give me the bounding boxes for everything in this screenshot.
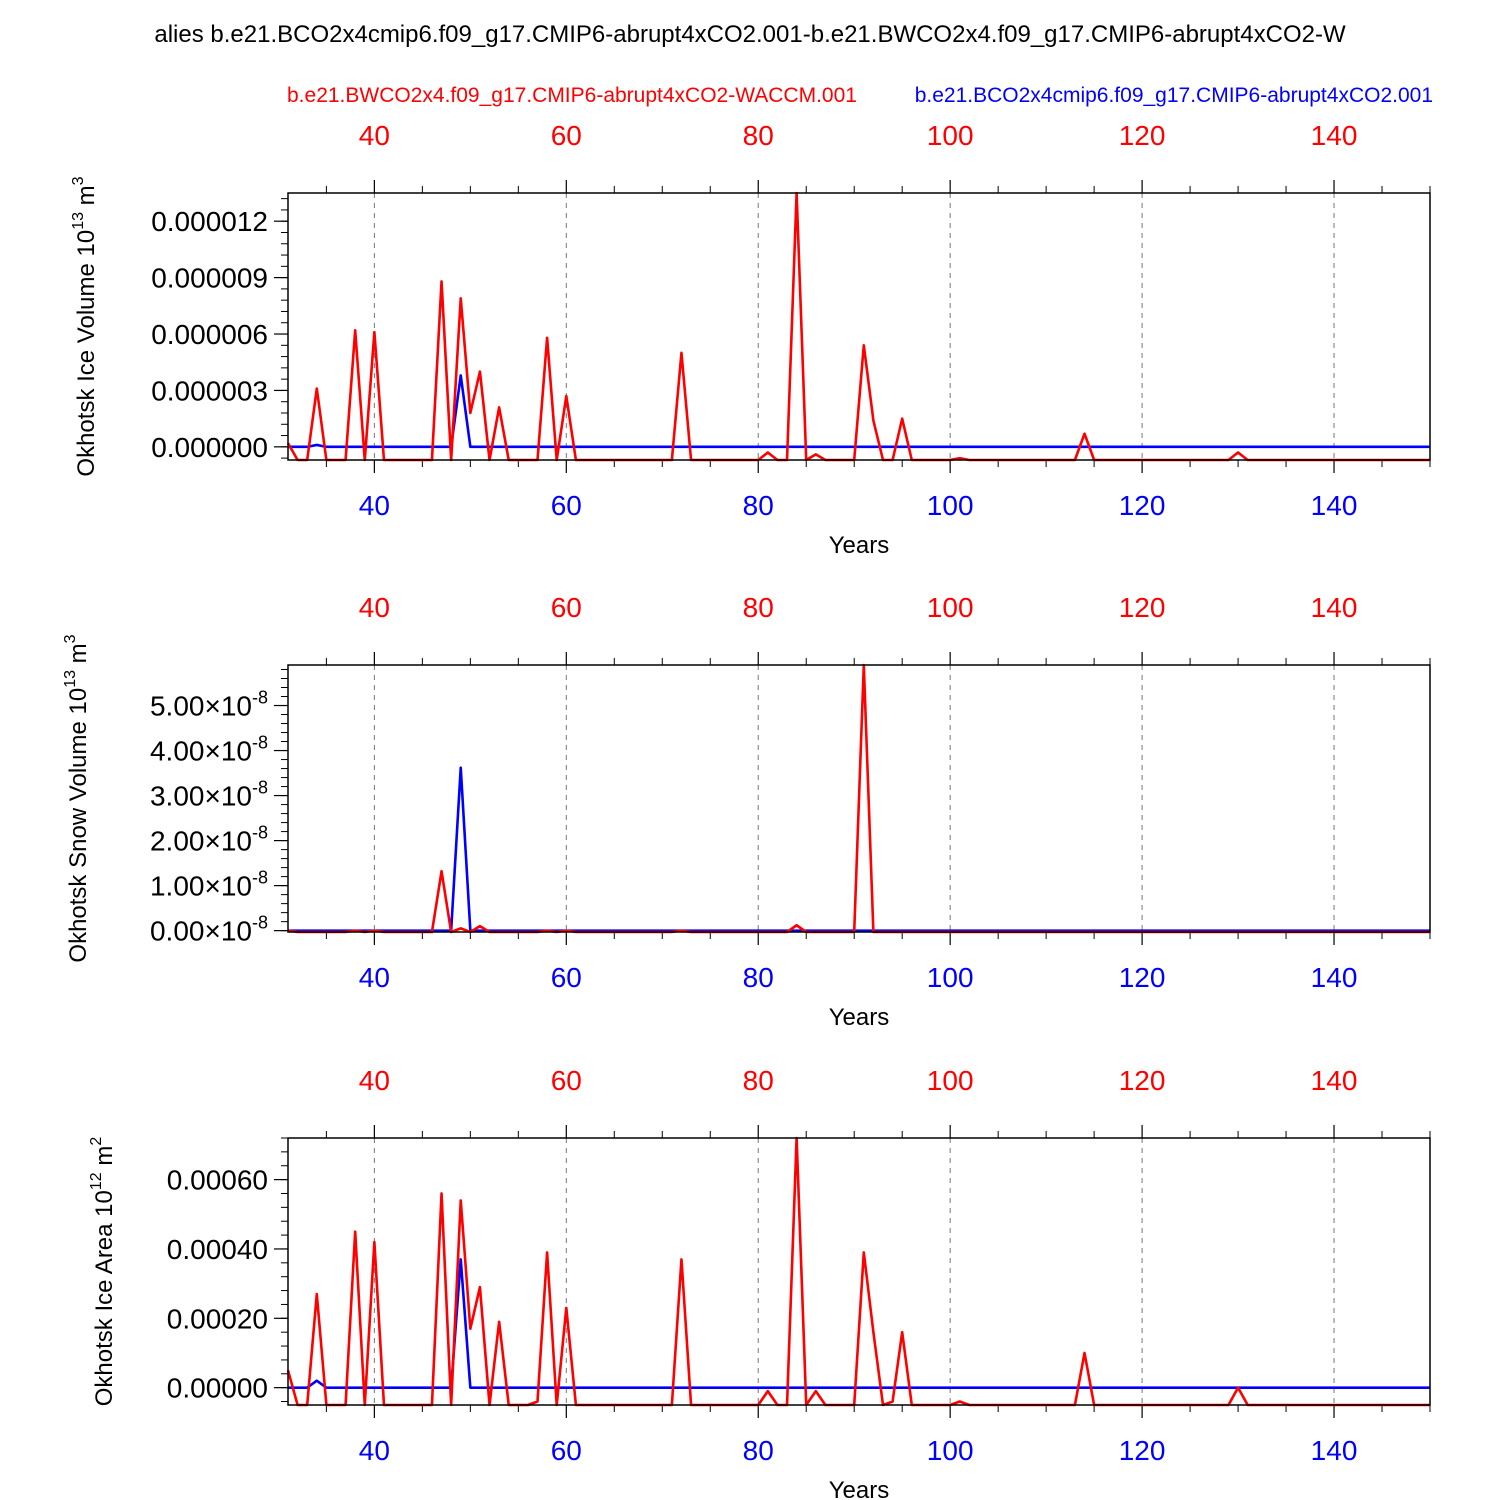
chart-panel-2: 40 40 60 60 80 80 100 100 120 120 140 140 0.00×10-8 1…: [62, 592, 1431, 1031]
series-line-blue: [288, 374, 1430, 449]
x-tick-label-top: 40: [359, 120, 390, 151]
plot-frame: [287, 1137, 1431, 1406]
series-line-blue: [288, 766, 1430, 932]
y-tick-label: 2.00×10-8: [150, 823, 268, 857]
y-axis-label: Okhotsk Snow Volume 1013 m3: [62, 634, 92, 962]
x-tick-label-bottom: 40: [359, 490, 390, 521]
x-tick-label-top: 120: [1119, 1065, 1166, 1096]
x-tick-label-top: 60: [551, 120, 582, 151]
y-tick-label: 0.00×10-8: [150, 913, 268, 947]
legend-blue-series: b.e21.BCO2x4cmip6.f09_g17.CMIP6-abrupt4x…: [915, 84, 1433, 107]
y-axis-label: Okhotsk Ice Volume 1013 m3: [70, 176, 100, 476]
series-line-red: [286, 1136, 1430, 1407]
x-tick-label-bottom: 140: [1311, 490, 1358, 521]
x-tick-label-bottom: 60: [551, 1435, 582, 1466]
x-tick-label-top: 40: [359, 592, 390, 623]
y-tick-label: 0.000009: [151, 263, 268, 294]
x-tick-label-bottom: 80: [743, 1435, 774, 1466]
series-line-red: [286, 191, 1430, 462]
x-tick-label-bottom: 100: [927, 962, 974, 993]
chart-panel-3: 40 40 60 60 80 80 100 100 120 120 140 140 0.00000 0.0…: [88, 1065, 1431, 1500]
x-tick-label-bottom: 140: [1311, 962, 1358, 993]
plot-frame: [287, 192, 1431, 461]
legend-red-series: b.e21.BWCO2x4.f09_g17.CMIP6-abrupt4xCO2-…: [287, 84, 857, 107]
x-tick-label-top: 140: [1311, 1065, 1358, 1096]
y-tick-label: 3.00×10-8: [150, 778, 268, 812]
x-axis-label: Years: [829, 1004, 890, 1031]
x-tick-label-bottom: 120: [1119, 1435, 1166, 1466]
y-tick-label: 0.00000: [167, 1373, 268, 1404]
x-tick-label-bottom: 120: [1119, 962, 1166, 993]
x-tick-label-bottom: 40: [359, 962, 390, 993]
y-tick-label: 0.000006: [151, 319, 268, 350]
x-tick-label-bottom: 40: [359, 1435, 390, 1466]
x-tick-label-top: 140: [1311, 592, 1358, 623]
x-tick-label-top: 120: [1119, 120, 1166, 151]
y-tick-label: 4.00×10-8: [150, 733, 268, 767]
y-tick-label: 0.00060: [167, 1165, 268, 1196]
x-tick-label-bottom: 80: [743, 490, 774, 521]
x-tick-label-top: 60: [551, 592, 582, 623]
x-tick-label-top: 80: [743, 1065, 774, 1096]
x-tick-label-bottom: 60: [551, 962, 582, 993]
x-tick-label-top: 100: [927, 592, 974, 623]
x-tick-label-bottom: 120: [1119, 490, 1166, 521]
y-tick-label: 0.000003: [151, 375, 268, 406]
x-tick-label-bottom: 80: [743, 962, 774, 993]
y-axis-label: Okhotsk Ice Area 1012 m2: [88, 1137, 118, 1407]
series-line-blue: [288, 1258, 1430, 1389]
x-axis-label: Years: [829, 532, 890, 559]
x-tick-label-top: 60: [551, 1065, 582, 1096]
y-tick-label: 0.000000: [151, 432, 268, 463]
x-tick-label-bottom: 100: [927, 1435, 974, 1466]
x-tick-label-top: 80: [743, 592, 774, 623]
y-tick-label: 0.00040: [167, 1234, 268, 1265]
x-tick-label-top: 40: [359, 1065, 390, 1096]
x-tick-label-top: 80: [743, 120, 774, 151]
x-axis-label: Years: [829, 1477, 890, 1500]
x-tick-label-top: 100: [927, 120, 974, 151]
y-tick-label: 0.000012: [151, 206, 268, 237]
y-tick-label: 5.00×10-8: [150, 688, 268, 722]
x-tick-label-top: 140: [1311, 120, 1358, 151]
y-tick-label: 0.00020: [167, 1303, 268, 1334]
x-tick-label-bottom: 60: [551, 490, 582, 521]
y-tick-label: 1.00×10-8: [150, 868, 268, 902]
chart-panel-1: 40 40 60 60 80 80 100 100 120 120 140 140 0.000000 0.…: [70, 120, 1431, 559]
plot-frame: [287, 664, 1431, 933]
x-tick-label-top: 100: [927, 1065, 974, 1096]
figure-title: alies b.e21.BCO2x4cmip6.f09_g17.CMIP6-ab…: [154, 21, 1346, 48]
x-tick-label-bottom: 140: [1311, 1435, 1358, 1466]
x-tick-label-top: 120: [1119, 592, 1166, 623]
x-tick-label-bottom: 100: [927, 490, 974, 521]
